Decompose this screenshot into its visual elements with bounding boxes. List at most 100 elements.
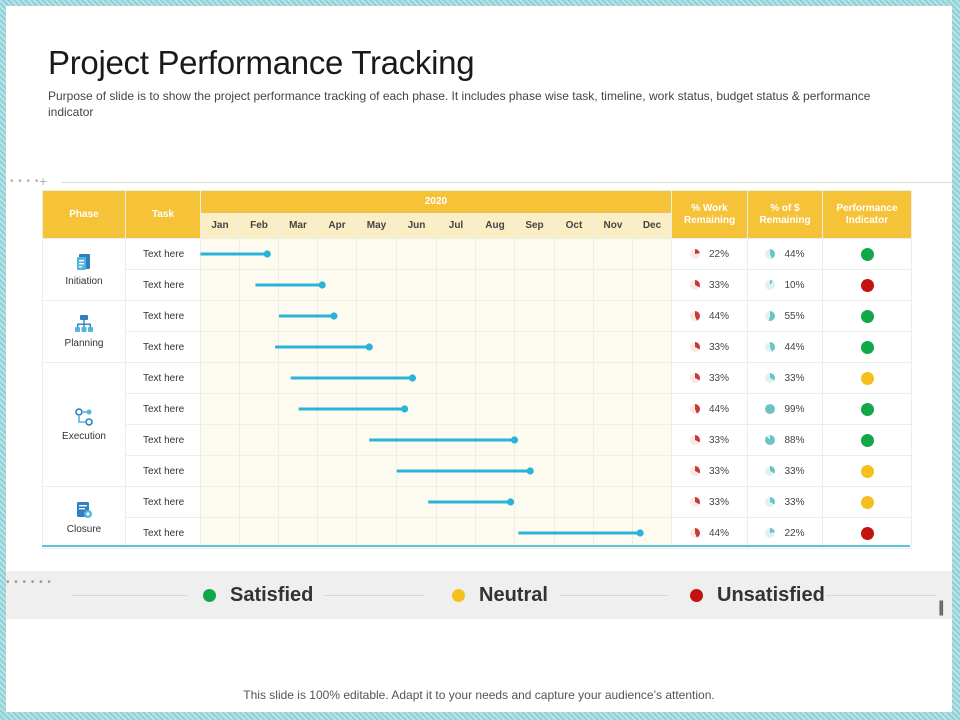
- work-remaining-cell: 33%: [671, 455, 748, 487]
- separator-plus-icon: +: [39, 173, 48, 189]
- timeline-cell: [239, 238, 279, 270]
- timeline-cell: [356, 300, 397, 332]
- budget-remaining-cell: 33%: [747, 486, 823, 518]
- timeline-cell: [475, 362, 515, 394]
- work-remaining-value: 33%: [708, 465, 729, 477]
- work-remaining-cell: 22%: [671, 238, 748, 270]
- timeline-cell: [593, 517, 633, 549]
- budget-remaining-value: 22%: [784, 527, 805, 539]
- nodes-icon: [74, 407, 94, 427]
- work-remaining-cell: 33%: [671, 331, 748, 363]
- budget-remaining-pie-icon: [765, 496, 776, 507]
- separator-line: [61, 182, 952, 183]
- legend-band: • • • • • • Satisfied Neutral Unsatisfie…: [6, 571, 952, 619]
- month-jan: Jan: [200, 213, 240, 239]
- work-remaining-pie-icon: [689, 279, 700, 290]
- work-remaining-value: 44%: [708, 310, 729, 322]
- timeline-cell: [554, 486, 594, 518]
- budget-remaining-cell: 44%: [747, 238, 823, 270]
- header-budget-remaining: % of $ Remaining: [747, 190, 823, 239]
- timeline-cell: [356, 331, 397, 363]
- timeline-cell: [317, 269, 357, 301]
- timeline-cell: [475, 269, 515, 301]
- legend-line: [826, 595, 936, 596]
- timeline-cell: [554, 424, 594, 456]
- task-cell: Text here: [125, 300, 201, 332]
- budget-remaining-value: 33%: [784, 465, 805, 477]
- performance-cell: [822, 455, 912, 487]
- table-row: Text here 33% 33%: [43, 455, 912, 487]
- budget-remaining-value: 33%: [784, 372, 805, 384]
- timeline-cell: [632, 393, 672, 425]
- month-may: May: [356, 213, 397, 239]
- timeline-cell: [278, 455, 318, 487]
- timeline-cell: [200, 455, 240, 487]
- work-remaining-pie-icon: [689, 248, 700, 259]
- footer-note: This slide is 100% editable. Adapt it to…: [243, 688, 715, 702]
- timeline-cell: [554, 362, 594, 394]
- performance-table: Phase Task 2020 % Work Remaining % of $ …: [42, 190, 912, 549]
- timeline-cell: [356, 393, 397, 425]
- header-work-remaining: % Work Remaining: [671, 190, 748, 239]
- budget-remaining-cell: 22%: [747, 517, 823, 549]
- timeline-cell: [317, 300, 357, 332]
- timeline-cell: [632, 424, 672, 456]
- status-unsatisfied-dot: [860, 278, 874, 292]
- table-row: Closure Text here 33% 33%: [42, 486, 912, 549]
- timeline-cell: [436, 393, 476, 425]
- work-remaining-value: 22%: [708, 248, 729, 260]
- work-remaining-cell: 44%: [671, 300, 748, 332]
- work-remaining-cell: 44%: [671, 517, 748, 549]
- month-mar: Mar: [278, 213, 318, 239]
- timeline-cell: [475, 517, 515, 549]
- task-cell: Text here: [125, 424, 201, 456]
- task-cell: Text here: [125, 393, 201, 425]
- timeline-cell: [554, 517, 594, 549]
- timeline-cell: [475, 300, 515, 332]
- timeline-cell: [475, 331, 515, 363]
- hierarchy-icon: [74, 314, 94, 334]
- task-cell: Text here: [125, 486, 201, 518]
- header-performance: Performance Indicator: [822, 190, 912, 239]
- timeline-cell: [475, 238, 515, 270]
- task-cell: Text here: [125, 362, 201, 394]
- budget-remaining-pie-icon: [765, 279, 776, 290]
- timeline-cell: [278, 331, 318, 363]
- month-feb: Feb: [239, 213, 279, 239]
- work-remaining-pie-icon: [689, 465, 700, 476]
- legend-unsatisfied-label: Unsatisfied: [717, 583, 825, 606]
- budget-remaining-value: 33%: [784, 496, 805, 508]
- work-remaining-cell: 33%: [671, 486, 748, 518]
- table-row: Initiation Text here 22% 44%: [42, 238, 912, 301]
- month-oct: Oct: [554, 213, 594, 239]
- timeline-cell: [317, 238, 357, 270]
- budget-remaining-pie-icon: [765, 248, 776, 259]
- timeline-cell: [278, 517, 318, 549]
- budget-remaining-cell: 33%: [747, 455, 823, 487]
- timeline-cell: [356, 269, 397, 301]
- timeline-cell: [239, 486, 279, 518]
- timeline-cell: [436, 269, 476, 301]
- month-jul: Jul: [436, 213, 476, 239]
- legend-unsatisfied: Unsatisfied: [690, 583, 825, 607]
- status-neutral-dot: [860, 371, 874, 385]
- task-cell: Text here: [125, 238, 201, 270]
- timeline-cell: [514, 300, 555, 332]
- timeline-cell: [317, 517, 357, 549]
- budget-remaining-pie-icon: [765, 434, 776, 445]
- timeline-cell: [514, 331, 555, 363]
- timeline-cell: [554, 300, 594, 332]
- phase-label: Closure: [66, 524, 102, 535]
- work-remaining-pie-icon: [689, 434, 700, 445]
- timeline-cell: [632, 269, 672, 301]
- task-cell: Text here: [125, 455, 201, 487]
- performance-cell: [822, 424, 912, 456]
- legend-bars-decoration: |||: [938, 599, 945, 616]
- timeline-cell: [317, 393, 357, 425]
- timeline-cell: [632, 486, 672, 518]
- timeline-cell: [278, 300, 318, 332]
- timeline-cell: [356, 486, 397, 518]
- performance-cell: [822, 238, 912, 270]
- timeline-cell: [396, 455, 437, 487]
- budget-remaining-cell: 55%: [747, 300, 823, 332]
